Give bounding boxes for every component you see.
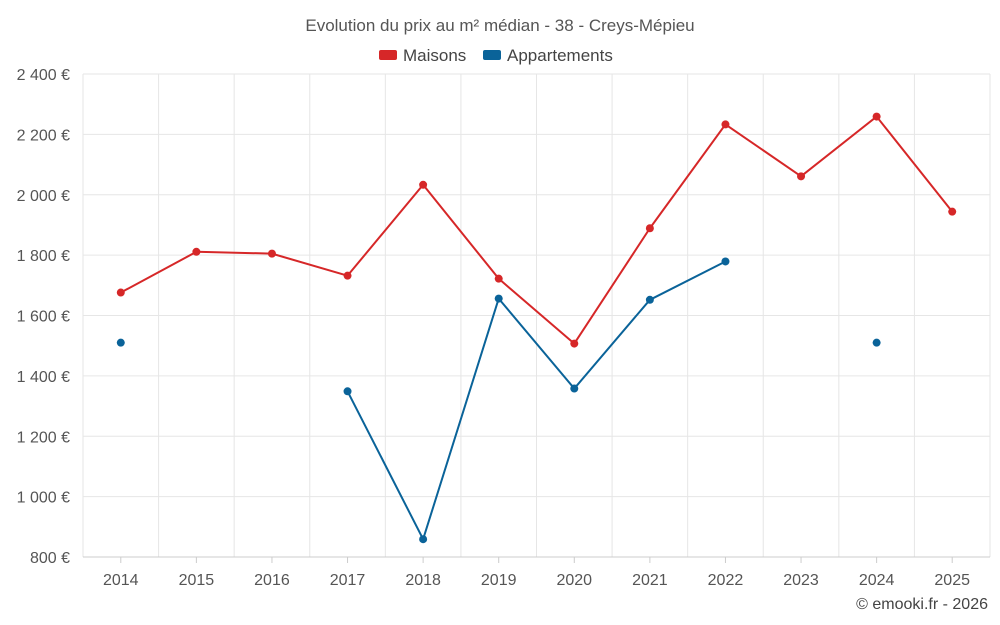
series — [116, 112, 957, 544]
x-tick-label: 2024 — [859, 572, 895, 589]
data-point-appartements — [645, 295, 654, 304]
data-point-maisons — [343, 271, 352, 280]
y-tick-label: 800 € — [30, 550, 70, 567]
legend-label-maisons: Maisons — [403, 46, 466, 65]
data-point-appartements — [116, 338, 125, 347]
x-tick-label: 2019 — [481, 572, 517, 589]
x-tick-label: 2016 — [254, 572, 290, 589]
y-tick-label: 1 200 € — [17, 429, 70, 446]
x-tick-label: 2021 — [632, 572, 668, 589]
axes: 800 € 1 000 € 1 200 € 1 400 € 1 600 € 1 800 €… — [17, 67, 990, 589]
legend-swatch-appartements — [483, 50, 501, 60]
x-tick-label: 2018 — [405, 572, 441, 589]
data-point-appartements — [721, 257, 730, 266]
data-point-appartements — [343, 387, 352, 396]
x-tick-label: 2023 — [783, 572, 819, 589]
data-point-maisons — [797, 172, 806, 181]
x-tick-label: 2014 — [103, 572, 139, 589]
grid — [82, 73, 991, 557]
x-tick-label: 2015 — [179, 572, 215, 589]
legend-label-appartements: Appartements — [507, 46, 613, 65]
y-tick-label: 1 800 € — [17, 248, 70, 265]
x-tick-label: 2020 — [556, 572, 592, 589]
series-appartements — [116, 257, 881, 544]
y-tick-label: 1 600 € — [17, 309, 70, 326]
series-maisons — [116, 112, 957, 348]
data-point-appartements — [570, 384, 579, 393]
data-point-maisons — [948, 207, 957, 216]
y-tick-label: 1 000 € — [17, 490, 70, 507]
chart-title: Evolution du prix au m² médian - 38 - Cr… — [305, 16, 694, 35]
y-tick-label: 1 400 € — [17, 369, 70, 386]
data-point-maisons — [872, 112, 881, 121]
data-point-maisons — [645, 224, 654, 233]
series-line-appartements — [346, 260, 726, 541]
x-tick-label: 2022 — [708, 572, 744, 589]
legend-item-appartements[interactable]: Appartements — [483, 46, 613, 65]
data-point-maisons — [116, 288, 125, 297]
data-point-maisons — [419, 180, 428, 189]
data-point-appartements — [494, 294, 503, 303]
data-point-maisons — [267, 249, 276, 258]
data-point-appartements — [419, 535, 428, 544]
series-line-maisons — [120, 115, 953, 345]
y-tick-label: 2 200 € — [17, 127, 70, 144]
credit-text: © emooki.fr - 2026 — [856, 596, 988, 613]
data-point-maisons — [494, 274, 503, 283]
data-point-maisons — [570, 339, 579, 348]
y-tick-label: 2 000 € — [17, 188, 70, 205]
data-point-appartements — [872, 338, 881, 347]
x-tick-label: 2017 — [330, 572, 366, 589]
y-tick-label: 2 400 € — [17, 67, 70, 84]
x-tick-label: 2025 — [934, 572, 970, 589]
legend-item-maisons[interactable]: Maisons — [379, 46, 466, 65]
legend[interactable]: Maisons Appartements — [379, 46, 613, 65]
data-point-maisons — [721, 120, 730, 129]
data-point-maisons — [192, 247, 201, 256]
legend-swatch-maisons — [379, 50, 397, 60]
